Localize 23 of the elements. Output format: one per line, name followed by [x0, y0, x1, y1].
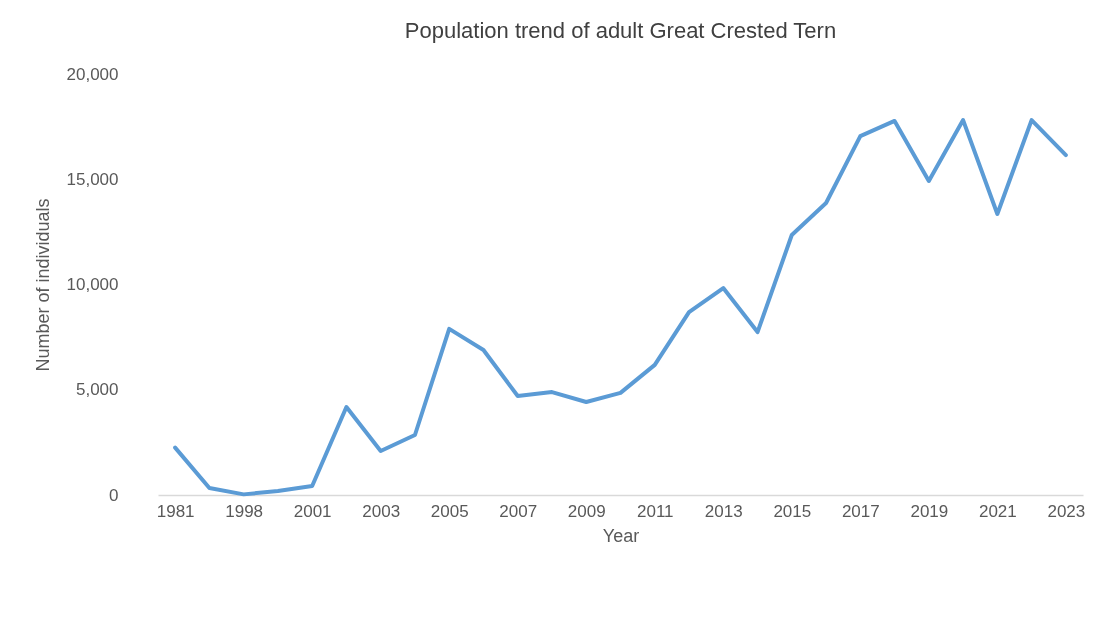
y-tick-label: 10,000 [66, 275, 119, 294]
x-tick-label: 2013 [704, 501, 743, 521]
x-tick-label: 1998 [225, 501, 264, 521]
x-axis-title: Year [602, 525, 640, 546]
x-tick-label: 2017 [841, 501, 880, 521]
x-tick-label: 2003 [362, 501, 401, 521]
x-tick-label: 1981 [156, 501, 195, 521]
x-tick-label: 2011 [636, 501, 674, 521]
line-series [173, 118, 1068, 497]
x-tick-label: 2007 [499, 501, 538, 521]
x-tick-label: 2005 [430, 501, 469, 521]
y-axis-title: Number of individuals [32, 198, 53, 372]
y-tick-label: 15,000 [66, 169, 119, 189]
x-tick-label: 2023 [1047, 501, 1086, 521]
x-tick-label: 2019 [910, 501, 949, 521]
x-tick-label: 2001 [293, 501, 332, 521]
x-tick-label: 2009 [567, 501, 606, 521]
chart-title: Population trend of adult Great Crested Tern [404, 18, 837, 43]
y-tick-label: 0 [109, 485, 119, 505]
y-tick-label: 5,000 [75, 380, 119, 400]
x-tick-label: 2021 [978, 501, 1017, 521]
y-tick-label: 20,000 [66, 64, 119, 84]
x-tick-label: 2015 [773, 501, 812, 521]
